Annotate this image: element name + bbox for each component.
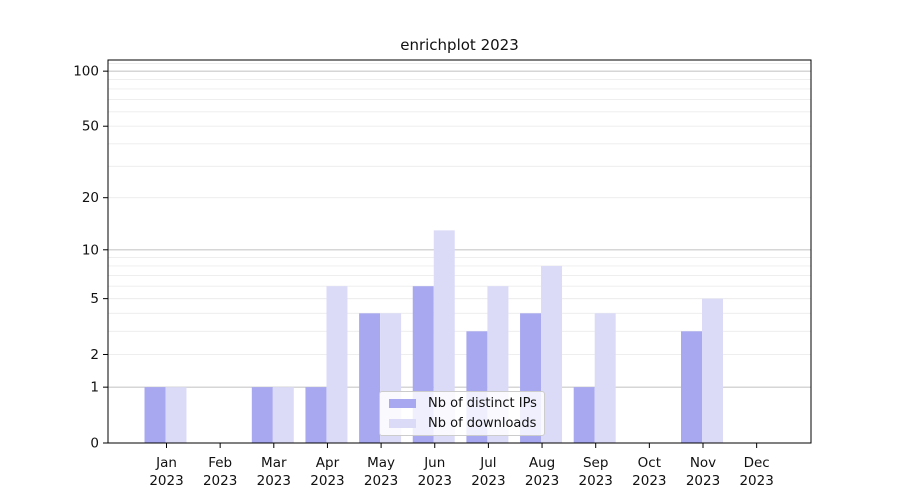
chart-title: enrichplot 2023 — [400, 36, 519, 54]
x-tick-label-month: Oct — [638, 455, 661, 471]
x-tick-label-year: 2023 — [257, 473, 291, 489]
plot-border — [107, 59, 812, 444]
axis-tick-labels: 0 1 2 5 10 20 50 100 Jan 2023 Feb 2023 Mar 2023 Apr 202… — [73, 64, 774, 489]
x-tick-label-month: Jan — [155, 455, 177, 471]
y-tick-label: 1 — [90, 380, 99, 396]
x-tick-label-year: 2023 — [632, 473, 666, 489]
bar-downloads-jan — [165, 387, 187, 443]
bar-downloads-nov — [702, 298, 723, 443]
x-tick-label-month: Mar — [261, 455, 287, 471]
x-tick-label-year: 2023 — [418, 473, 452, 489]
legend-swatch-distinct-ips — [389, 398, 416, 408]
y-tick-label: 20 — [82, 190, 99, 206]
bar-distinct-ips-jan — [144, 387, 166, 443]
x-tick-label-year: 2023 — [471, 473, 505, 489]
x-tick-label-year: 2023 — [579, 473, 613, 489]
x-tick-label-year: 2023 — [149, 473, 183, 489]
bar-distinct-ips-mar — [251, 387, 273, 443]
bar-distinct-ips-may — [359, 313, 381, 443]
y-tick-label: 10 — [82, 242, 99, 258]
legend-swatch-downloads — [389, 419, 416, 429]
y-tick-label: 2 — [90, 347, 99, 363]
legend-row-distinct-ips: Nb of distinct IPs — [380, 394, 544, 412]
x-tick-label-month: Dec — [744, 455, 770, 471]
y-tick-label: 0 — [90, 436, 99, 452]
x-tick-label-month: Nov — [690, 455, 716, 471]
bar-downloads-mar — [272, 387, 294, 443]
x-tick-label-month: Aug — [529, 455, 555, 471]
bar-downloads-apr — [326, 286, 348, 443]
x-tick-label-month: May — [367, 455, 395, 471]
bar-distinct-ips-nov — [681, 331, 702, 443]
x-tick-label-year: 2023 — [364, 473, 398, 489]
x-tick-label-month: Feb — [208, 455, 232, 471]
x-tick-label-year: 2023 — [310, 473, 344, 489]
legend-label-distinct-ips: Nb of distinct IPs — [428, 395, 537, 411]
x-tick-label-year: 2023 — [525, 473, 559, 489]
x-tick-label-year: 2023 — [203, 473, 237, 489]
bar-distinct-ips-sep — [573, 387, 595, 443]
x-tick-label-month: Sep — [583, 455, 608, 471]
x-tick-label-month: Jul — [479, 455, 496, 471]
legend-label-downloads: Nb of downloads — [428, 416, 537, 432]
gridlines — [108, 63, 811, 388]
bar-downloads-aug — [541, 265, 563, 443]
legend: Nb of distinct IPs Nb of downloads — [379, 391, 545, 436]
axes — [103, 59, 812, 448]
bar-downloads-jun — [433, 230, 455, 443]
y-tick-label: 5 — [90, 291, 99, 307]
y-tick-label: 50 — [82, 119, 99, 135]
y-tick-label: 100 — [73, 64, 99, 80]
bars — [144, 230, 723, 443]
x-tick-label-year: 2023 — [686, 473, 720, 489]
legend-row-downloads: Nb of downloads — [380, 415, 544, 433]
x-tick-label-month: Apr — [316, 455, 340, 471]
bar-downloads-sep — [594, 313, 616, 443]
x-tick-label-year: 2023 — [739, 473, 773, 489]
x-tick-label-month: Jun — [423, 455, 445, 471]
bar-distinct-ips-apr — [305, 387, 327, 443]
